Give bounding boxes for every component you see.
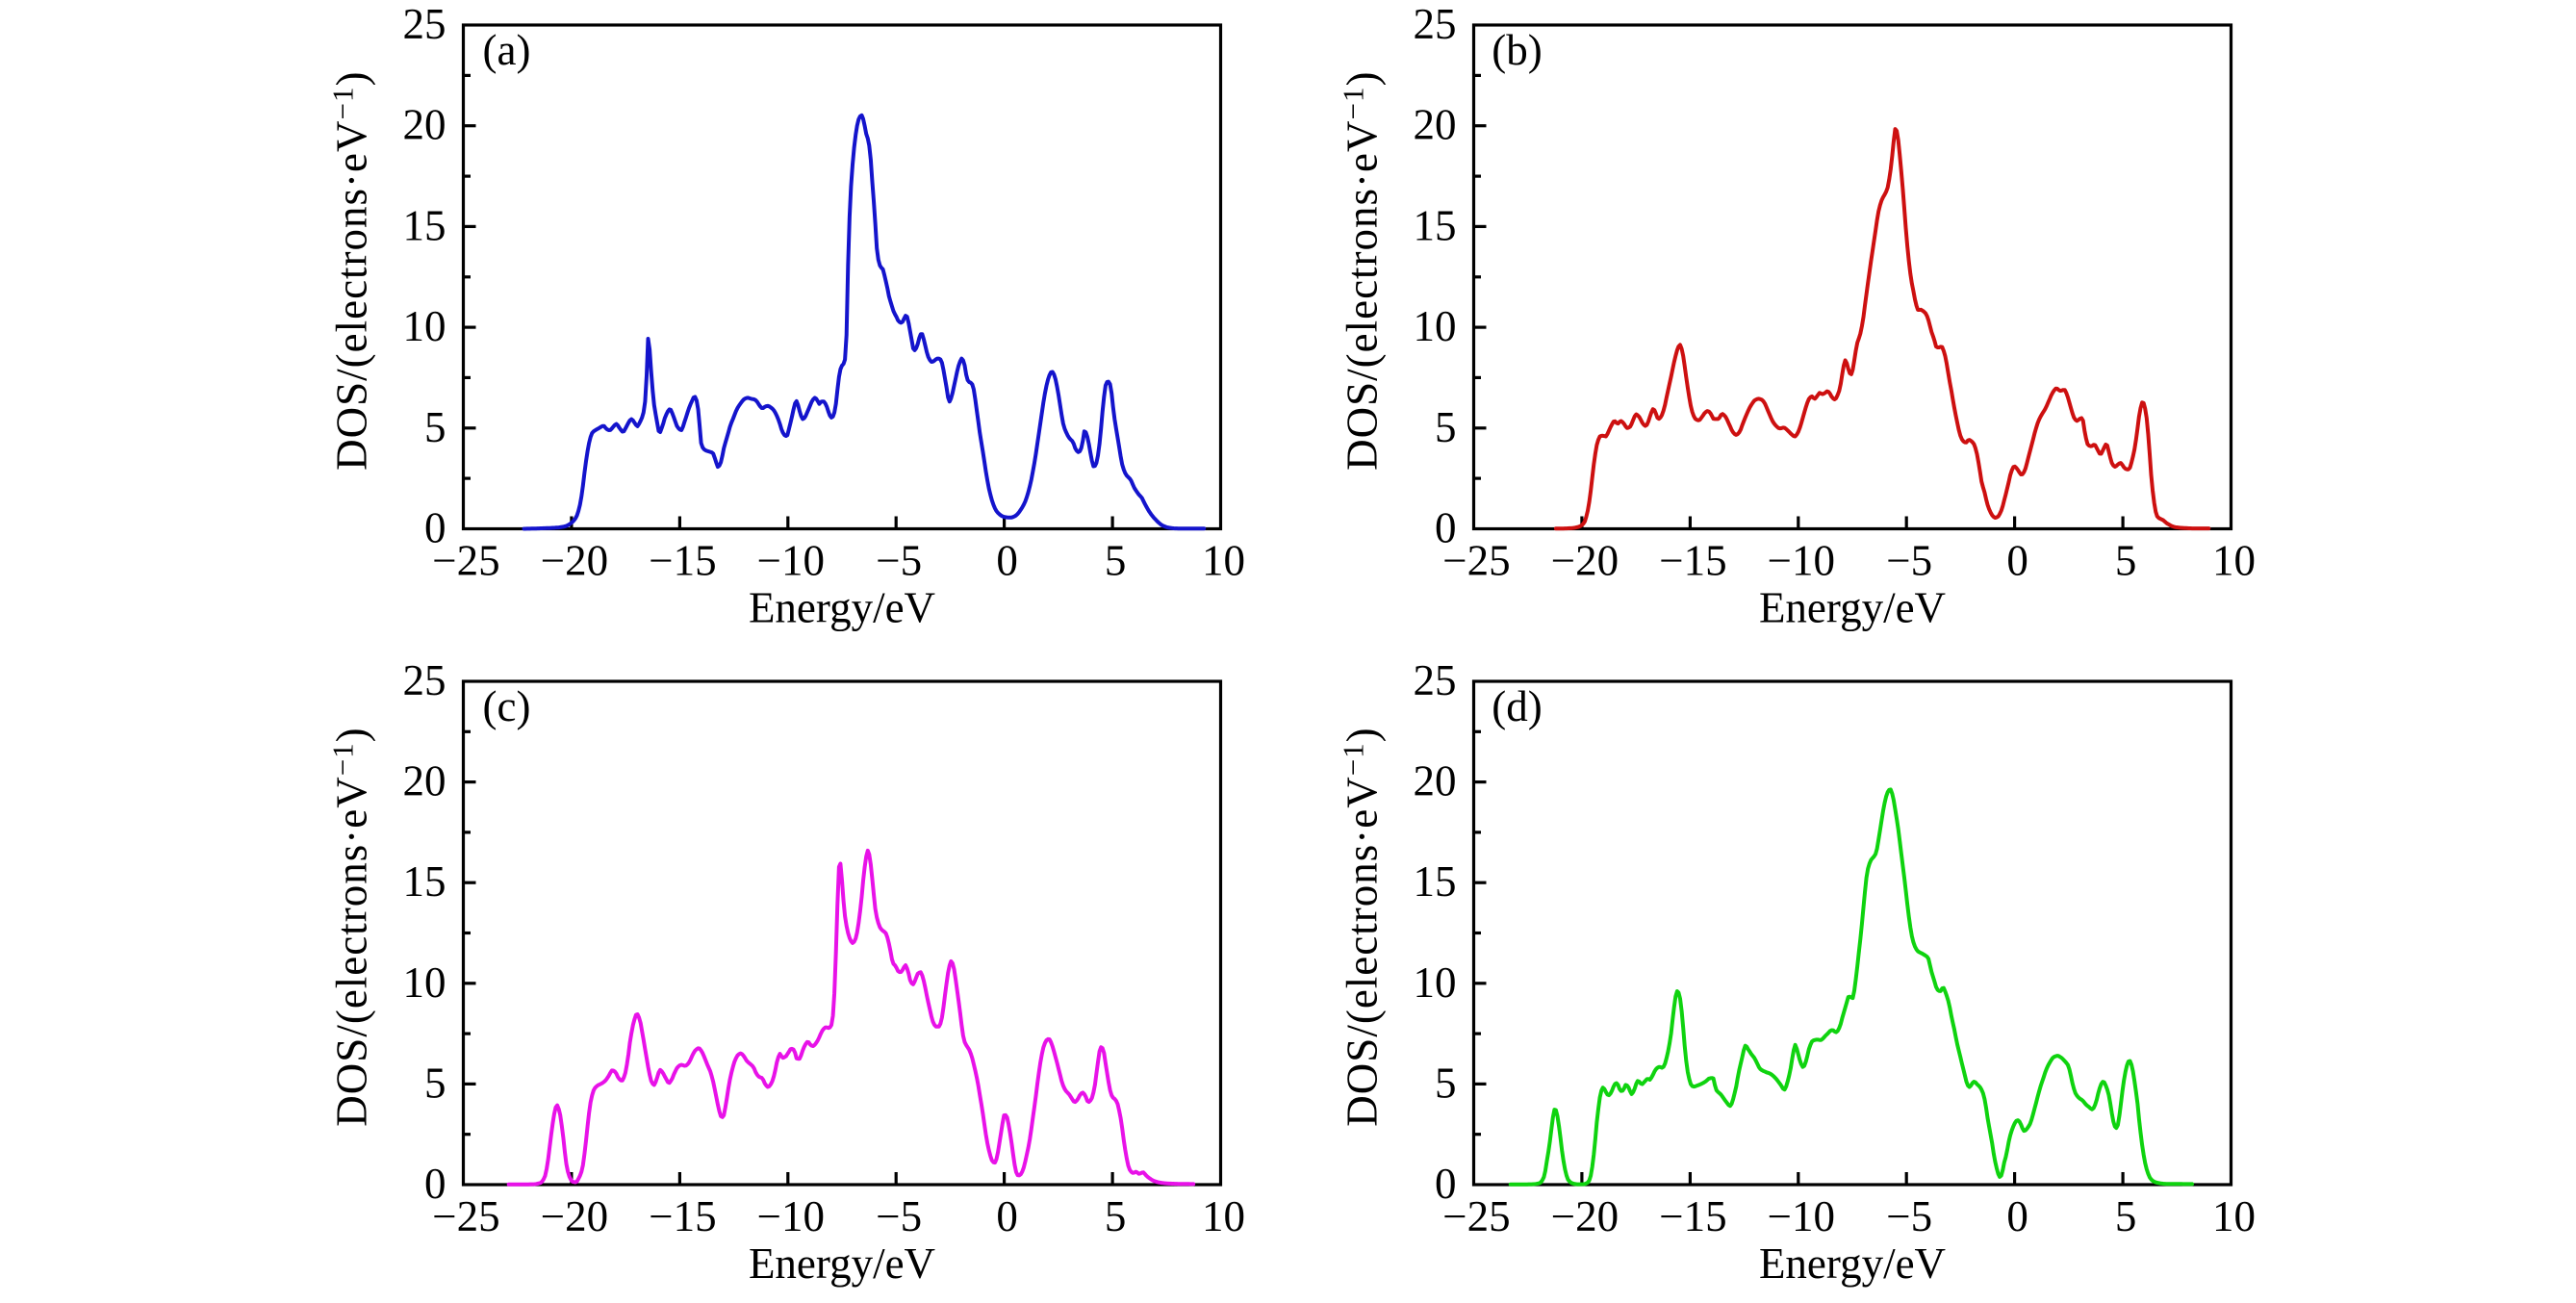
svg-text:(a): (a) [483,26,531,74]
svg-text:−20: −20 [1551,1192,1619,1240]
svg-text:15: 15 [1414,201,1457,249]
svg-text:5: 5 [1435,1059,1457,1107]
svg-text:10: 10 [1414,302,1457,350]
svg-text:−5: −5 [1886,537,1932,585]
svg-text:10: 10 [2212,537,2256,585]
svg-text:5: 5 [1105,537,1127,585]
svg-text:Energy/eV: Energy/eV [749,584,935,632]
svg-text:10: 10 [1414,958,1457,1007]
svg-text:Energy/eV: Energy/eV [749,1239,935,1288]
svg-text:20: 20 [403,757,446,805]
svg-text:0: 0 [1435,1160,1457,1208]
svg-text:DOS/(electrons·eV−1): DOS/(electrons·eV−1) [1337,727,1387,1126]
svg-text:5: 5 [2115,537,2137,585]
svg-text:−25: −25 [1442,537,1510,585]
svg-text:5: 5 [1435,403,1457,451]
svg-text:20: 20 [403,101,446,149]
svg-text:0: 0 [2006,1192,2028,1240]
svg-text:−25: −25 [1442,1192,1510,1240]
svg-text:0: 0 [996,537,1018,585]
svg-text:DOS/(electrons·eV−1): DOS/(electrons·eV−1) [326,727,376,1126]
svg-text:−20: −20 [1551,537,1619,585]
svg-text:25: 25 [1414,0,1457,48]
svg-text:20: 20 [1414,757,1457,805]
svg-text:DOS/(electrons·eV−1): DOS/(electrons·eV−1) [1337,71,1387,471]
svg-text:25: 25 [1414,656,1457,704]
svg-text:−5: −5 [876,537,922,585]
svg-text:0: 0 [2006,537,2028,585]
svg-text:(b): (b) [1492,26,1542,74]
svg-text:−15: −15 [649,537,716,585]
svg-text:−10: −10 [757,537,825,585]
svg-text:10: 10 [1202,1192,1245,1240]
svg-text:−5: −5 [1886,1192,1932,1240]
svg-text:−10: −10 [757,1192,825,1240]
svg-text:−10: −10 [1768,537,1835,585]
svg-text:(c): (c) [483,682,531,730]
svg-text:15: 15 [403,857,446,906]
svg-text:−5: −5 [876,1192,922,1240]
svg-text:−20: −20 [541,1192,608,1240]
svg-text:5: 5 [424,403,446,451]
svg-text:−10: −10 [1768,1192,1835,1240]
svg-text:−15: −15 [1659,1192,1726,1240]
svg-text:10: 10 [403,958,446,1007]
svg-text:5: 5 [2115,1192,2137,1240]
svg-text:0: 0 [424,1160,446,1208]
svg-text:5: 5 [424,1059,446,1107]
svg-text:−25: −25 [432,1192,499,1240]
svg-text:Energy/eV: Energy/eV [1759,584,1946,632]
svg-text:0: 0 [1435,504,1457,552]
svg-text:DOS/(electrons·eV−1): DOS/(electrons·eV−1) [326,71,376,471]
svg-text:25: 25 [403,656,446,704]
svg-text:Energy/eV: Energy/eV [1759,1239,1946,1288]
svg-text:−15: −15 [1659,537,1726,585]
svg-text:−15: −15 [649,1192,716,1240]
svg-text:0: 0 [424,504,446,552]
svg-text:−25: −25 [432,537,499,585]
svg-text:15: 15 [1414,857,1457,906]
svg-text:20: 20 [1414,101,1457,149]
svg-text:−20: −20 [541,537,608,585]
svg-text:10: 10 [2212,1192,2256,1240]
svg-text:5: 5 [1105,1192,1127,1240]
svg-text:10: 10 [1202,537,1245,585]
svg-text:10: 10 [403,302,446,350]
svg-text:0: 0 [996,1192,1018,1240]
svg-text:25: 25 [403,0,446,48]
svg-text:(d): (d) [1492,682,1542,730]
svg-text:15: 15 [403,201,446,249]
